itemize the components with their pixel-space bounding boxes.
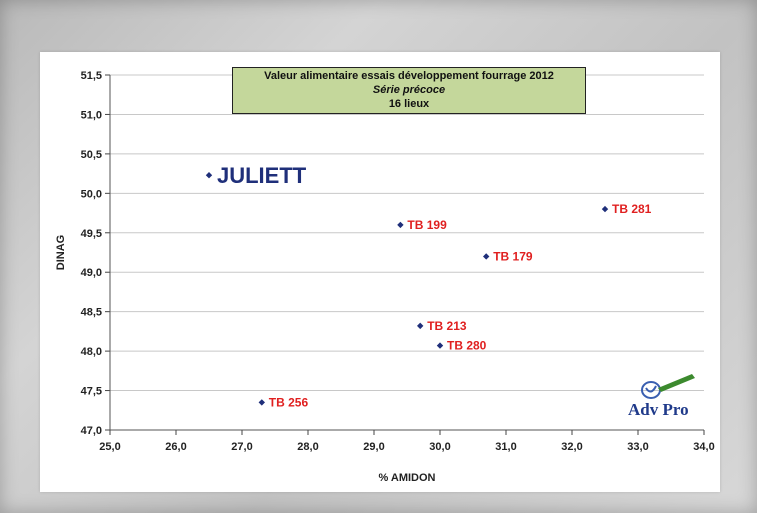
x-tick-label: 33,0: [627, 441, 648, 453]
y-tick-label: 50,0: [81, 188, 102, 200]
x-tick-label: 30,0: [429, 441, 450, 453]
y-axis-title: DINAG: [55, 235, 67, 270]
data-point: [417, 322, 424, 330]
y-tick-label: 51,0: [81, 109, 102, 121]
data-point: [436, 342, 444, 349]
x-tick-label: 27,0: [231, 441, 252, 453]
y-tick-label: 49,0: [81, 267, 102, 279]
x-tick-label: 25,0: [99, 441, 120, 453]
x-tick-label: 29,0: [363, 441, 384, 453]
x-tick-label: 32,0: [561, 441, 582, 453]
chart-subtitle-locations: 16 lieux: [388, 98, 430, 110]
data-point: [601, 205, 609, 213]
y-tick-label: 48,0: [81, 346, 102, 358]
y-tick-label: 47,0: [81, 425, 102, 437]
point-label: TB 179: [493, 249, 533, 263]
x-axis-title: % AMIDON: [378, 472, 435, 484]
y-tick-label: 51,5: [81, 70, 102, 82]
chart-title-box: Valeur alimentaire essais développement …: [232, 67, 586, 114]
point-label: TB 280: [447, 339, 487, 353]
y-tick-label: 49,5: [81, 228, 102, 240]
data-point: [483, 253, 490, 260]
chart-title: Valeur alimentaire essais développement …: [264, 70, 554, 82]
y-tick-label: 47,5: [81, 386, 102, 398]
adv-pro-logo: Adv Pro: [628, 400, 689, 419]
point-label: TB 199: [407, 218, 447, 232]
x-tick-label: 31,0: [495, 441, 516, 453]
point-label: TB 213: [427, 319, 467, 333]
point-label: TB 256: [269, 395, 309, 409]
chart-subtitle: Série précoce: [372, 84, 446, 96]
y-tick-label: 48,5: [81, 307, 102, 319]
data-point: [397, 221, 404, 229]
y-tick-label: 50,5: [81, 149, 102, 161]
x-tick-label: 28,0: [297, 441, 318, 453]
data-point: [258, 399, 265, 406]
x-tick-label: 26,0: [165, 441, 186, 453]
brand-label: JULIETT: [217, 163, 307, 188]
x-tick-label: 34,0: [693, 441, 714, 453]
data-point: [205, 171, 213, 179]
point-label: TB 281: [612, 202, 652, 216]
